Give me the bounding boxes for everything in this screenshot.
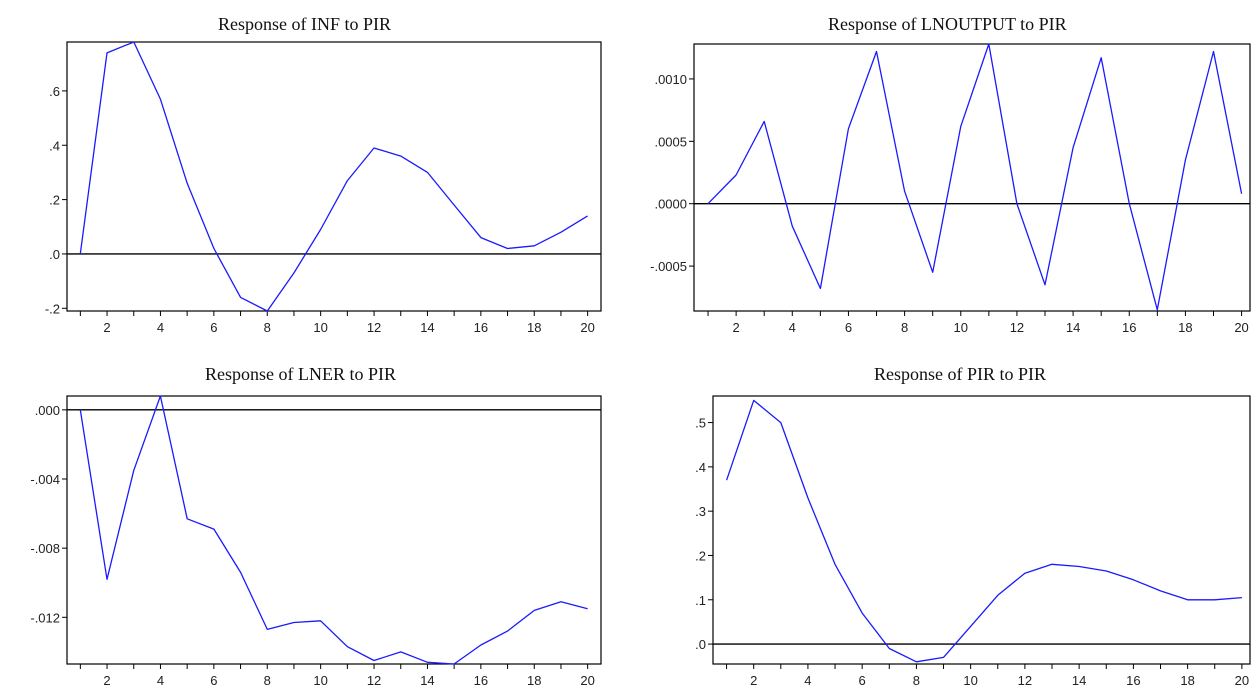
x-tick-label: 18 xyxy=(1180,673,1194,688)
x-tick-label: 8 xyxy=(264,320,271,335)
x-tick-label: 8 xyxy=(913,673,920,688)
x-tick-label: 6 xyxy=(845,320,852,335)
x-tick-label: 20 xyxy=(580,673,594,688)
x-tick-label: 14 xyxy=(420,320,434,335)
series-line xyxy=(725,399,1242,663)
x-tick-label: 10 xyxy=(963,673,977,688)
y-tick-label: .0005 xyxy=(654,134,687,149)
y-tick-label: .0 xyxy=(695,637,706,652)
y-tick-label: .4 xyxy=(695,460,706,475)
series-line xyxy=(79,41,588,312)
y-tick-label: -.012 xyxy=(30,610,60,625)
y-tick-label: -.0005 xyxy=(650,259,687,274)
x-tick-label: 16 xyxy=(474,320,488,335)
x-tick-label: 4 xyxy=(157,673,164,688)
y-tick-label: -.008 xyxy=(30,541,60,556)
x-tick-label: 20 xyxy=(1235,673,1249,688)
x-tick-label: 14 xyxy=(1066,320,1080,335)
x-tick-label: 16 xyxy=(474,673,488,688)
chart-title: Response of PIR to PIR xyxy=(874,364,1047,384)
x-tick-label: 2 xyxy=(103,320,110,335)
x-tick-label: 2 xyxy=(103,673,110,688)
x-tick-label: 4 xyxy=(789,320,796,335)
x-tick-label: 12 xyxy=(367,320,381,335)
x-tick-label: 14 xyxy=(1072,673,1086,688)
x-tick-label: 20 xyxy=(1234,320,1248,335)
y-tick-label: .5 xyxy=(695,416,706,431)
x-tick-label: 10 xyxy=(954,320,968,335)
y-tick-label: .3 xyxy=(695,504,706,519)
series-line xyxy=(79,395,588,665)
x-tick-label: 12 xyxy=(1018,673,1032,688)
plot-frame xyxy=(66,41,602,312)
y-tick-label: -.004 xyxy=(30,472,60,487)
y-tick-label: .4 xyxy=(49,138,60,153)
plot-frame xyxy=(693,43,1251,312)
plot-frame xyxy=(66,395,602,665)
y-tick-label: -.2 xyxy=(45,301,60,316)
x-tick-label: 12 xyxy=(1010,320,1024,335)
y-tick-label: .0010 xyxy=(654,72,687,87)
x-tick-label: 10 xyxy=(313,673,327,688)
y-tick-label: .2 xyxy=(695,548,706,563)
x-tick-label: 20 xyxy=(580,320,594,335)
y-tick-label: .0000 xyxy=(654,197,687,212)
x-tick-label: 18 xyxy=(1178,320,1192,335)
x-tick-label: 14 xyxy=(420,673,434,688)
y-tick-label: .1 xyxy=(695,593,706,608)
chart-title: Response of LNER to PIR xyxy=(205,364,396,384)
plot-frame xyxy=(712,395,1251,665)
y-tick-label: .0 xyxy=(49,247,60,262)
chart-title: Response of INF to PIR xyxy=(218,14,392,34)
x-tick-label: 6 xyxy=(859,673,866,688)
x-tick-label: 8 xyxy=(264,673,271,688)
x-tick-label: 16 xyxy=(1122,320,1136,335)
x-tick-label: 2 xyxy=(733,320,740,335)
x-tick-label: 18 xyxy=(527,320,541,335)
x-tick-label: 8 xyxy=(901,320,908,335)
x-tick-label: 6 xyxy=(210,320,217,335)
y-tick-label: .000 xyxy=(35,403,60,418)
y-tick-label: .6 xyxy=(49,84,60,99)
x-tick-label: 12 xyxy=(367,673,381,688)
y-tick-label: .2 xyxy=(49,193,60,208)
x-tick-label: 10 xyxy=(313,320,327,335)
x-tick-label: 18 xyxy=(527,673,541,688)
x-tick-label: 16 xyxy=(1126,673,1140,688)
series-line xyxy=(707,43,1243,311)
x-tick-label: 6 xyxy=(210,673,217,688)
chart-title: Response of LNOUTPUT to PIR xyxy=(828,14,1067,34)
x-tick-label: 2 xyxy=(750,673,757,688)
x-tick-label: 4 xyxy=(157,320,164,335)
x-tick-label: 4 xyxy=(804,673,811,688)
